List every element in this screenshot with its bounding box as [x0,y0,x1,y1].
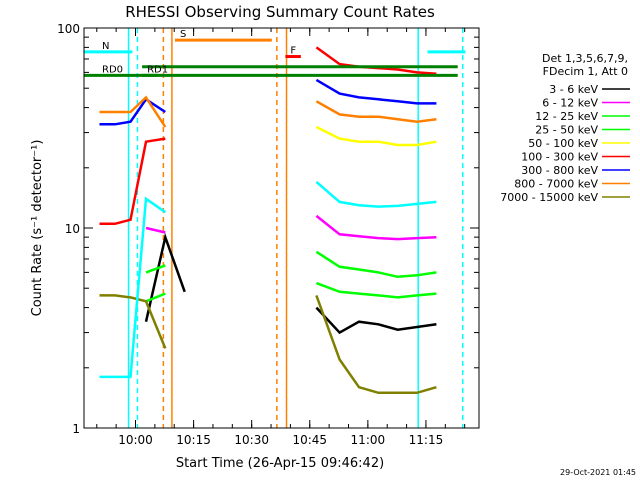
y-tick-label-0: 1 [72,422,80,436]
y-tick-label-2: 100 [57,22,80,36]
y-axis: 1 10 100 [57,22,479,436]
legend-label-2: 12 - 25 keV [535,110,598,123]
series-line-9 [99,180,437,379]
legend-header-0: Det 1,3,5,6,7,9, [542,52,628,65]
plot-area: N S RD0 RD1 F [84,28,466,428]
series-line-2 [145,250,437,279]
series-line-8 [99,294,437,395]
flag-label-2: S [180,29,186,40]
flag-label-5: RD1 [147,64,168,75]
chart-title: RHESSI Observing Summary Count Rates [125,3,435,21]
flag-label-3: RD0 [102,64,123,75]
footer-date: 29-Oct-2021 01:45 [560,468,636,477]
legend-label-4: 50 - 100 keV [528,137,598,150]
flag-label-6: F [290,46,296,57]
series-line-4 [315,125,437,147]
legend-label-1: 6 - 12 keV [542,97,598,110]
x-tick-label-3: 10:45 [292,433,327,447]
x-axis: 10:00 10:15 10:30 10:45 11:00 11:15 [96,28,466,447]
series-line-1 [145,214,437,241]
legend-label-3: 25 - 50 keV [535,124,598,137]
legend-label-7: 800 - 7000 keV [514,178,598,191]
x-tick-label-4: 11:00 [351,433,386,447]
flag-label-0: N [102,41,109,52]
x-axis-label: Start Time (26-Apr-15 09:46:42) [176,456,384,471]
legend-label-8: 7000 - 15000 keV [500,191,598,204]
series-line-6 [99,78,437,126]
x-tick-label-5: 11:15 [409,433,444,447]
legend-label-6: 300 - 800 keV [521,164,598,177]
series-line-3 [145,281,437,303]
y-tick-label-1: 10 [65,222,80,236]
series-line-0 [144,232,437,335]
legend-header-1: FDecim 1, Att 0 [543,65,628,78]
legend-label-0: 3 - 6 keV [549,83,598,96]
legend: Det 1,3,5,6,7,9,FDecim 1, Att 0 3 - 6 keV… [500,52,630,204]
x-tick-label-0: 10:00 [118,433,153,447]
legend-label-5: 100 - 300 keV [521,151,598,164]
y-axis-label: Count Rate (s⁻¹ detector⁻¹) [30,140,45,317]
series-line-7 [99,95,437,128]
x-tick-label-1: 10:15 [176,433,211,447]
x-tick-label-2: 10:30 [234,433,269,447]
